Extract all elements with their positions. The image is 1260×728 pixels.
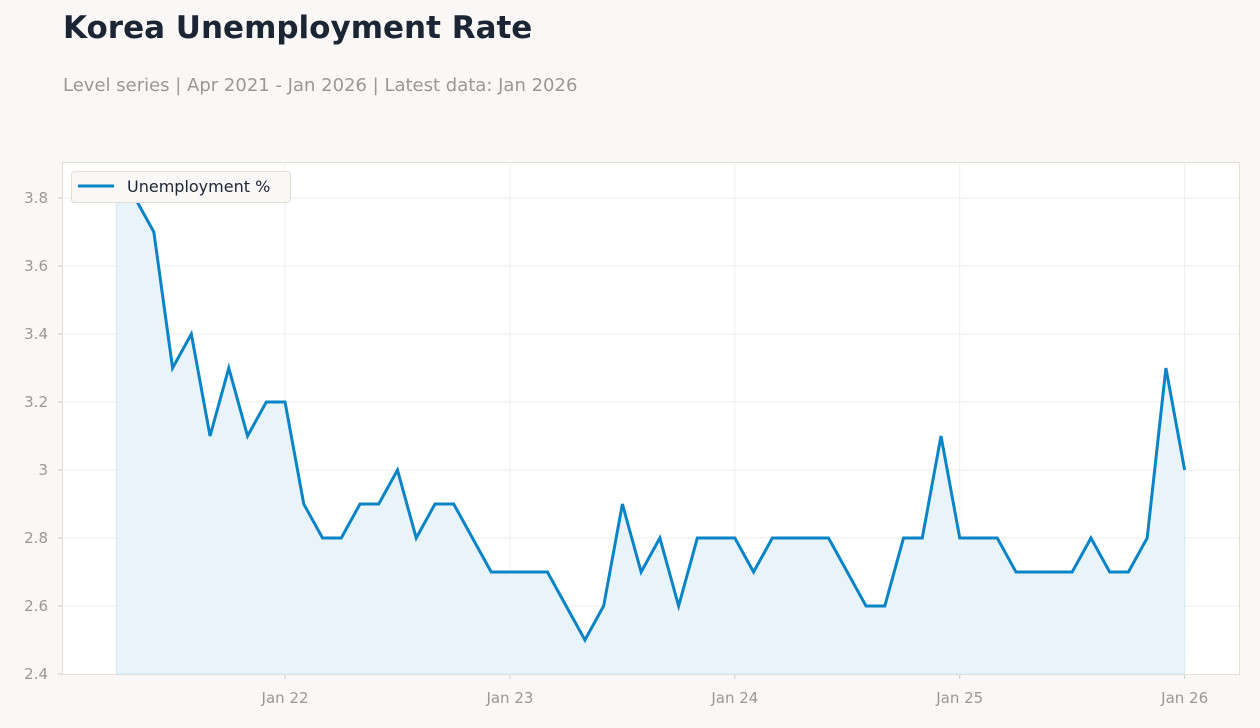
y-tick-label: 2.6 <box>24 597 48 615</box>
x-tick-label: Jan 26 <box>1160 689 1208 707</box>
series-line <box>116 196 1187 644</box>
y-tick-label: 3 <box>38 461 48 479</box>
legend-box <box>71 171 291 203</box>
y-tick-label: 2.4 <box>24 665 48 683</box>
legend-label: Unemployment % <box>127 177 270 196</box>
y-tick-label: 3.2 <box>24 393 48 411</box>
legend: Unemployment % <box>71 171 291 203</box>
chart-title: Korea Unemployment Rate <box>63 10 533 46</box>
y-tick-label: 3.6 <box>24 257 48 275</box>
chart-subtitle: Level series | Apr 2021 - Jan 2026 | Lat… <box>63 75 578 96</box>
x-tick-label: Jan 22 <box>261 689 309 707</box>
y-tick-label: 3.4 <box>24 325 48 343</box>
x-tick-label: Jan 24 <box>710 689 758 707</box>
x-tick-label: Jan 25 <box>935 689 983 707</box>
y-tick-label: 3.8 <box>24 189 48 207</box>
y-tick-label: 2.8 <box>24 529 48 547</box>
x-tick-label: Jan 23 <box>485 689 533 707</box>
